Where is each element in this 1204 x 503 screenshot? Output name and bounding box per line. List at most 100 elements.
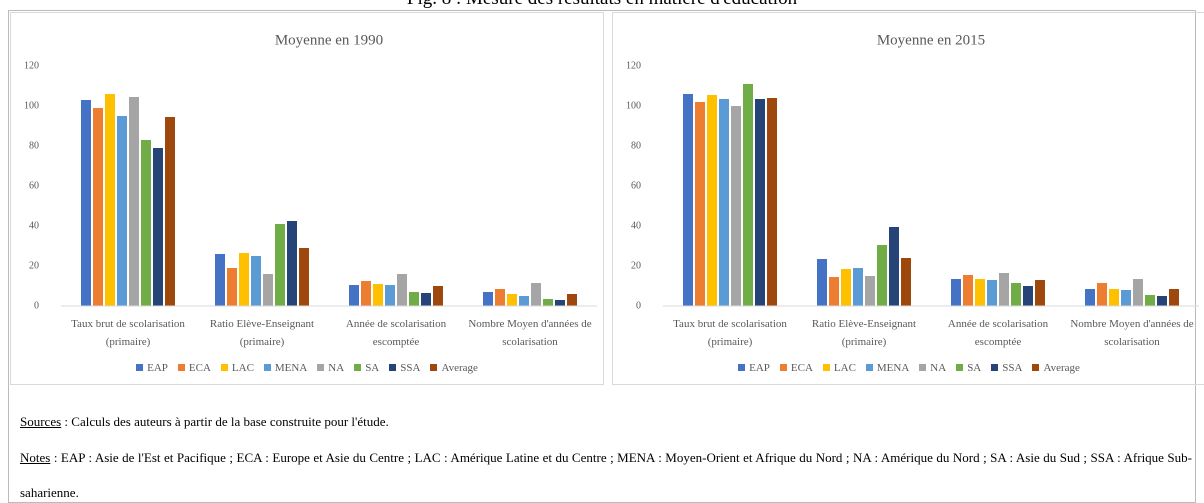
x-tick-label: Ratio Elève-Enseignant (primaire) [209,318,315,348]
bar [841,269,851,306]
legend-swatch [136,364,144,371]
bar [1023,286,1033,306]
legend-swatch [991,364,999,371]
legend-item: EAP [738,362,770,374]
y-tick-label: 40 [631,220,641,231]
legend-item: NA [919,362,946,374]
bar [817,259,827,306]
legend-item: MENA [865,362,910,374]
bar [567,294,577,306]
y-tick-label: 60 [29,180,39,191]
legend-swatch [919,364,927,371]
bar [117,116,127,306]
bar [299,248,309,306]
bar [1011,283,1021,306]
bar [743,84,753,306]
bar [507,294,517,306]
bar [555,300,565,306]
legend-item: SSA [389,362,420,374]
legend-swatch [354,364,362,371]
legend-swatch [738,364,746,371]
bar [165,117,175,306]
sources: Sources : Calculs des auteurs à partir d… [20,404,1192,439]
legend-label: EAP [147,362,168,374]
bar [707,95,717,306]
bar [275,224,285,306]
bar [1121,290,1131,306]
bar [865,276,875,306]
y-tick-label: 80 [29,140,39,151]
legend-label: NA [328,362,345,374]
legend-item: Average [430,362,478,374]
bar [349,285,359,306]
legend-item: LAC [822,362,856,374]
x-tick-label: Année de scolarisation escomptée [345,318,447,348]
bar [951,279,961,306]
legend-swatch [389,364,397,371]
bar [755,99,765,306]
bar [901,258,911,306]
legend-label: SSA [1002,362,1023,374]
legend-item: Average [1032,362,1080,374]
legend-label: LAC [833,362,856,374]
legend-item: SA [956,362,981,374]
notes: Notes : EAP : Asie de l'Est et Pacifique… [20,440,1192,503]
y-tick-label: 20 [29,260,39,271]
bar [129,97,139,306]
bar [227,268,237,306]
x-tick-label: Année de scolarisation escomptée [947,318,1049,348]
legend-swatch [1032,364,1040,371]
bar [889,227,899,306]
legend-label: SA [365,362,380,374]
bar [141,140,151,306]
x-tick-label: Taux brut de scolarisation (primaire) [673,318,787,348]
sources-label: Sources [20,414,62,429]
chart-svg: Moyenne en 1990 0 20 40 60 80 100 120 [24,32,597,311]
notes-text: : EAP : Asie de l'Est et Pacifique ; ECA… [20,450,1192,500]
bar [1157,296,1167,306]
legend-swatch [956,364,964,371]
legend-swatch [430,364,438,371]
bar [215,254,225,306]
legend-swatch [220,364,228,371]
chart: Moyenne en 1990 0 20 40 60 80 100 120 Taux brut … [10,12,604,385]
bar [987,280,997,306]
bar [719,99,729,306]
legend-swatch [177,364,185,371]
bar [153,148,163,306]
bar [695,102,705,306]
bar [409,292,419,306]
chart-title: Moyenne en 2015 [877,32,985,48]
chart-title: Moyenne en 1990 [275,32,383,48]
bar [1109,289,1119,306]
x-tick-label: Taux brut de scolarisation (primaire) [71,318,185,348]
legend-label: Average [1043,362,1080,374]
legend-swatch [779,364,787,371]
bar [81,100,91,306]
bar [877,245,887,306]
legend: EAP ECA LAC MENA NA SA SSA Average [11,362,603,374]
legend-item: SA [354,362,379,374]
bar [361,281,371,306]
bar [385,285,395,306]
bar [1097,283,1107,306]
y-tick-label: 80 [631,140,641,151]
bar [853,268,863,306]
legend-item: MENA [263,362,307,374]
legend-label: Average [441,362,478,374]
legend-item: SSA [991,362,1022,374]
y-tick-label: 20 [631,260,641,271]
bar [531,283,541,306]
bar [373,284,383,306]
x-tick-label: Nombre Moyen d'années de scolarisation [468,318,592,348]
bar [975,279,985,306]
bar [251,256,261,306]
bar [483,292,493,306]
bar [93,108,103,306]
bar [433,286,443,306]
legend-label: MENA [876,362,910,374]
bar [999,273,1009,306]
y-tick-label: 120 [24,60,39,71]
bar [519,296,529,306]
